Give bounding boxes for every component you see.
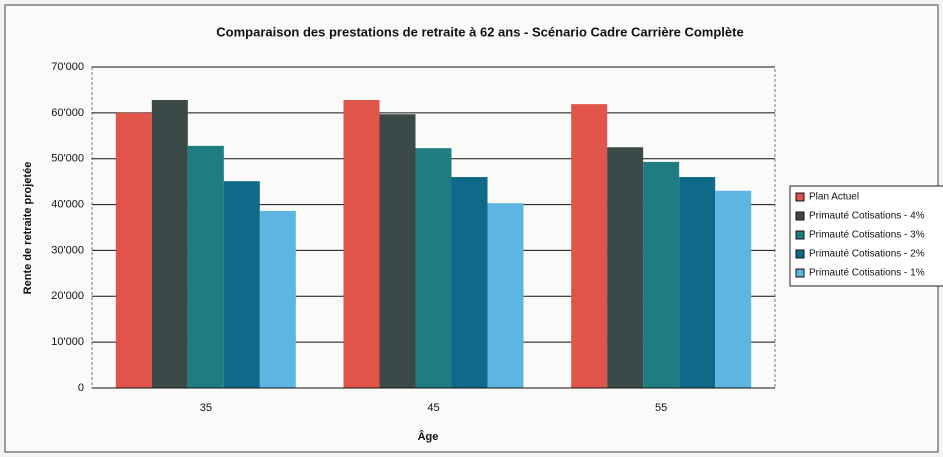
y-tick-label: 30'000 xyxy=(51,244,84,256)
bar xyxy=(607,147,644,388)
legend-label: Primauté Cotisations - 3% xyxy=(809,230,925,241)
bar xyxy=(379,114,416,389)
bar xyxy=(643,161,680,388)
legend-label: Primauté Cotisations - 2% xyxy=(809,249,925,260)
x-tick-label: 45 xyxy=(427,402,439,414)
legend xyxy=(789,185,943,287)
bar xyxy=(679,177,716,388)
bar xyxy=(343,100,380,388)
legend-label: Plan Actuel xyxy=(809,192,859,203)
y-tick-label: 20'000 xyxy=(51,290,84,302)
bar xyxy=(259,210,296,388)
y-tick-label: 40'000 xyxy=(51,198,84,210)
y-axis-label: Rente de retraite projetée xyxy=(22,162,34,295)
bar xyxy=(451,177,488,388)
bar xyxy=(487,203,524,388)
bar xyxy=(715,190,752,388)
x-axis-label: Âge xyxy=(418,430,439,443)
y-tick-label: 10'000 xyxy=(51,336,84,348)
legend-label: Primauté Cotisations - 1% xyxy=(809,268,925,279)
bar xyxy=(223,181,260,388)
y-tick-label: 70'000 xyxy=(51,61,84,73)
legend-swatch xyxy=(795,211,805,221)
x-tick-label: 55 xyxy=(655,402,667,414)
legend-swatch xyxy=(795,268,805,278)
legend-swatch xyxy=(795,249,805,259)
legend-label: Primauté Cotisations - 4% xyxy=(809,211,925,222)
y-tick-label: 0 xyxy=(78,382,84,394)
bar xyxy=(187,145,224,388)
y-tick-label: 60'000 xyxy=(51,107,84,119)
bar xyxy=(415,148,452,388)
bar xyxy=(571,104,608,388)
bar xyxy=(115,112,152,388)
legend-swatch xyxy=(795,192,805,202)
bar xyxy=(151,100,188,388)
legend-swatch xyxy=(795,230,805,240)
y-tick-label: 50'000 xyxy=(51,153,84,165)
x-tick-label: 35 xyxy=(200,402,212,414)
chart-title: Comparaison des prestations de retraite … xyxy=(216,24,743,39)
